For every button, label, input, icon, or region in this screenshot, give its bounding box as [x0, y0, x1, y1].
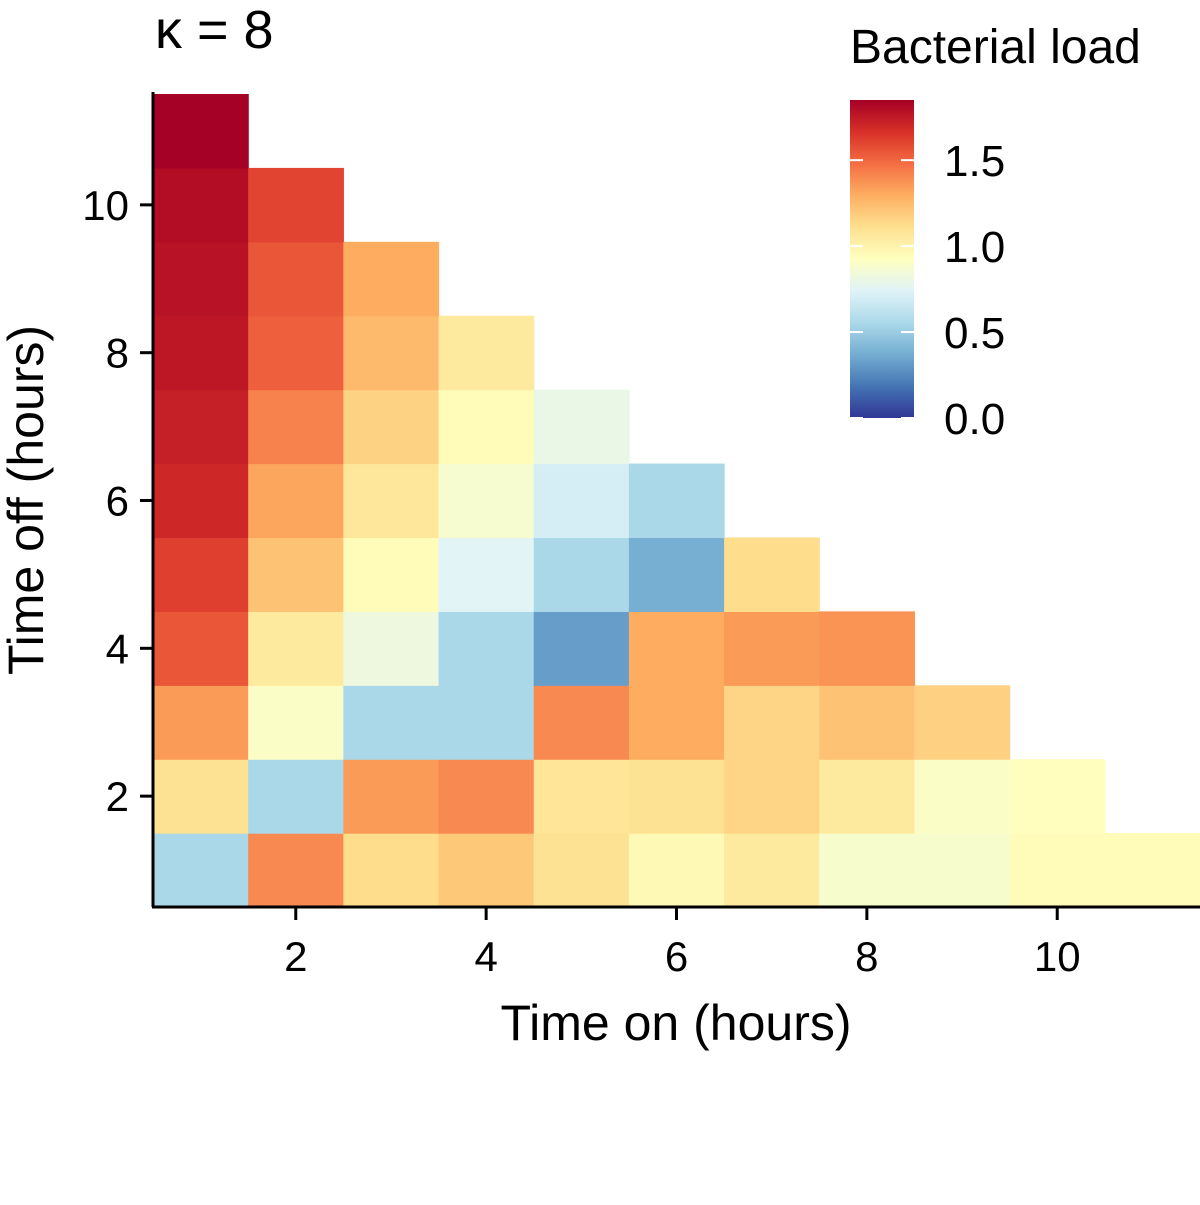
- heatmap-cell: [819, 611, 916, 686]
- heatmap-cell: [153, 833, 249, 908]
- chart-title: κ = 8: [155, 0, 274, 60]
- heatmap-cell: [533, 611, 630, 686]
- heatmap-cell: [248, 241, 344, 317]
- heatmap-cell: [724, 759, 820, 834]
- x-tick-label: 8: [855, 933, 878, 980]
- heatmap-cell: [438, 463, 535, 539]
- heatmap-cell: [343, 537, 440, 612]
- heatmap-cell: [438, 833, 535, 908]
- legend-tick-label: 1.0: [944, 223, 1005, 272]
- heatmap-cell: [248, 389, 344, 465]
- x-ticks: 2 4 6 8 10: [284, 907, 1081, 980]
- heatmap-cell: [1009, 759, 1106, 834]
- x-axis-label: Time on (hours): [500, 995, 851, 1051]
- heatmap-cell: [819, 833, 916, 908]
- x-tick-label: 2: [284, 933, 307, 980]
- heatmap-cell: [533, 537, 630, 612]
- heatmap-cell: [724, 537, 820, 612]
- heatmap-cell: [248, 685, 344, 760]
- heatmap-cell: [343, 833, 440, 908]
- legend-title: Bacterial load: [850, 21, 1141, 74]
- heatmap-cell: [628, 759, 725, 834]
- heatmap-cell: [628, 611, 725, 686]
- legend-tick-label: 0.0: [944, 395, 1005, 444]
- heatmap-cell: [914, 685, 1011, 760]
- heatmap-cell: [153, 685, 249, 760]
- legend: Bacterial load 0.0 0.5 1.0 1.5: [850, 21, 1141, 444]
- y-axis-label: Time off (hours): [0, 325, 54, 675]
- heatmap-cell: [153, 759, 249, 834]
- heatmap-cell: [819, 759, 916, 834]
- heatmap-cell: [533, 759, 630, 834]
- heatmap-cell: [533, 463, 630, 539]
- heatmap-cell: [628, 685, 725, 760]
- heatmap-cell: [153, 611, 249, 686]
- heatmap-cell: [914, 759, 1011, 834]
- heatmap-cell: [533, 685, 630, 760]
- heatmap-cell: [724, 611, 820, 686]
- x-tick-label: 10: [1034, 933, 1081, 980]
- heatmap-cell: [438, 611, 535, 686]
- y-tick-label: 4: [106, 625, 129, 672]
- heatmap-cell: [1104, 833, 1200, 908]
- heatmap-cell: [153, 537, 249, 612]
- heatmap-cell: [248, 315, 344, 391]
- heatmap-cell: [343, 389, 440, 465]
- heatmap-cell: [343, 463, 440, 539]
- heatmap-cell: [438, 537, 535, 612]
- y-tick-label: 8: [106, 330, 129, 377]
- heatmap-cell: [153, 463, 249, 539]
- heatmap-cell: [248, 537, 344, 612]
- heatmap-cell: [628, 537, 725, 612]
- heatmap-cell: [153, 94, 249, 169]
- heatmap-cell: [628, 833, 725, 908]
- heatmap-cell: [724, 685, 820, 760]
- heatmap-cell: [343, 611, 440, 686]
- y-tick-label: 10: [82, 182, 129, 229]
- heatmap-cell: [914, 833, 1011, 908]
- x-tick-label: 4: [474, 933, 497, 980]
- heatmap-cell: [533, 389, 630, 465]
- heatmap-cell: [343, 685, 440, 760]
- heatmap-cell: [533, 833, 630, 908]
- legend-tick-label: 1.5: [944, 137, 1005, 186]
- heatmap-cell: [153, 315, 249, 391]
- y-tick-label: 6: [106, 478, 129, 525]
- heatmap-cell: [153, 389, 249, 465]
- legend-colorbar: [850, 100, 914, 418]
- y-ticks: 2 4 6 8 10: [82, 182, 153, 820]
- y-tick-label: 2: [106, 773, 129, 820]
- heatmap-cell: [1009, 833, 1106, 908]
- heatmap-cell: [248, 611, 344, 686]
- heatmap-cell: [343, 241, 440, 317]
- heatmap-cell: [438, 315, 535, 391]
- heatmap-cell: [343, 759, 440, 834]
- legend-tick-label: 0.5: [944, 309, 1005, 358]
- heatmap-cell: [248, 463, 344, 539]
- heatmap-cell: [819, 685, 916, 760]
- heatmap-cell: [724, 833, 820, 908]
- heatmap-cell: [343, 315, 440, 391]
- heatmap-cell: [153, 167, 249, 243]
- x-tick-label: 6: [665, 933, 688, 980]
- heatmap-cell: [248, 759, 344, 834]
- heatmap-cell: [153, 241, 249, 317]
- heatmap-cells: [153, 94, 1200, 908]
- heatmap-cell: [438, 685, 535, 760]
- heatmap-cell: [438, 759, 535, 834]
- heatmap-cell: [628, 463, 725, 539]
- heatmap-cell: [438, 389, 535, 465]
- heatmap-cell: [248, 167, 344, 243]
- heatmap-cell: [248, 833, 344, 908]
